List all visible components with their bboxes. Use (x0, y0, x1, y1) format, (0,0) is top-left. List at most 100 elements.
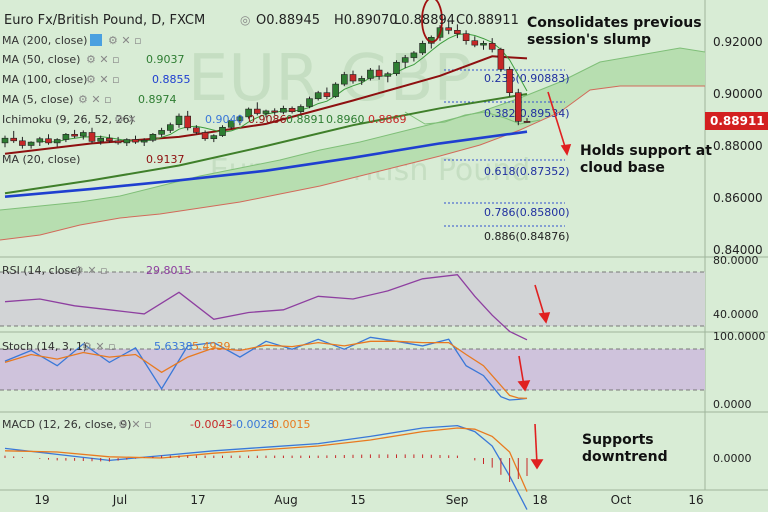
time-tick-label: Aug (274, 493, 297, 507)
candle-body (1, 137, 9, 144)
candle-body (175, 115, 183, 125)
candle-body (445, 27, 453, 31)
candle-body (271, 110, 279, 113)
time-tick-label: 18 (532, 493, 547, 507)
settings-toggle-icon[interactable] (90, 34, 102, 46)
fibonacci-levels: 0.236(0.90883) 0.382(0.89534) 0.618(0.87… (444, 69, 570, 243)
macd-signal-line (4, 427, 528, 492)
macd-hist-value: 0.0015 (272, 418, 311, 431)
ma-line-ma-100-close- (4, 93, 528, 195)
arrow-macd-icon (534, 423, 538, 465)
rsi-line (4, 274, 528, 341)
high-value: H0.89070 (334, 13, 398, 28)
legend-ma20-label: MA (20, close) (2, 153, 80, 166)
candle-body (419, 42, 426, 54)
candle-body (97, 137, 104, 142)
candle-body (454, 29, 461, 34)
legend-ma5-value: 0.8974 (138, 93, 177, 106)
time-tick-label: Jul (112, 493, 127, 507)
price-tick-label: 0.84000 (713, 243, 763, 257)
time-tick-label: 15 (350, 493, 365, 507)
candle-body (393, 61, 400, 75)
settings-icons[interactable]: ⚙ ✕ ▫ (86, 73, 120, 86)
close-value: C0.88911 (456, 13, 519, 28)
candle-body (219, 126, 226, 136)
candle-body (10, 137, 17, 142)
candle-body (236, 116, 244, 121)
candle-body (480, 42, 487, 46)
fib-label: 0.786(0.85800) (484, 206, 570, 219)
symbol-title: Euro Fx/British Pound, D, FXCM (4, 13, 205, 28)
candle-body (523, 121, 531, 123)
candle-body (306, 98, 313, 107)
fib-label: 0.236(0.90883) (484, 72, 570, 85)
current-price-tag (705, 112, 768, 130)
candle-body (149, 134, 157, 141)
settings-icons[interactable]: ⚙ ✕ ▫ (118, 418, 152, 431)
ichimoku-value-5: 0.8869 (368, 113, 407, 126)
annotation-supports-downtrend: Supports (582, 432, 654, 448)
candle-body (288, 108, 296, 112)
settings-icons[interactable]: ⚙ ✕ ▫ (82, 340, 116, 353)
eye-icon[interactable]: ◎ (240, 13, 250, 27)
candle-body (262, 110, 270, 114)
legend-ma50-value: 0.9037 (146, 53, 185, 66)
ichimoku-lagging-line (404, 111, 541, 125)
candle-body (332, 83, 339, 97)
rsi-tick: 80.0000 (713, 254, 759, 267)
stoch-d-value: 5.4939 (192, 340, 231, 353)
time-tick-label: 19 (34, 493, 49, 507)
candle-body (245, 108, 252, 118)
arrow-price-icon (547, 91, 567, 151)
time-tick-label: Sep (446, 493, 469, 507)
open-value: O0.88945 (256, 13, 320, 28)
settings-icons[interactable]: ⚙ ✕ ▫ (78, 93, 112, 106)
arrow-macd-head-icon (530, 459, 544, 470)
candle-body (167, 124, 174, 131)
candle-body (340, 74, 348, 85)
ichimoku-value-4: 0.8960 (326, 113, 365, 126)
stoch-d-line (4, 340, 528, 400)
ichimoku-span-a (0, 47, 706, 211)
candle-body (71, 134, 78, 137)
settings-icons[interactable]: ⚙ ✕ ▫ (86, 53, 120, 66)
candle-body (384, 73, 392, 77)
candle-body (184, 115, 191, 129)
stoch-label: Stoch (14, 3, 1) (2, 340, 87, 353)
low-value: L0.88894 (394, 13, 455, 28)
fib-label: 0.382(0.89534) (484, 107, 570, 120)
candle-body (358, 78, 366, 82)
settings-icons[interactable]: ⚙ ✕ ▫ (108, 34, 142, 47)
rsi-label: RSI (14, close) (2, 264, 81, 277)
candle-body (375, 69, 383, 77)
macd-signal-value: -0.0028 (232, 418, 274, 431)
candle-body (506, 69, 513, 94)
candle-body (367, 69, 374, 79)
annotation-arrows (517, 91, 572, 470)
candle-body (140, 139, 148, 143)
settings-icons[interactable]: ⚙ ✕ (114, 113, 137, 126)
price-tick-label: 0.92000 (713, 35, 763, 49)
candle-body (401, 57, 409, 63)
ichimoku-value-3: 0.8891 (286, 113, 325, 126)
rsi-tick: 40.0000 (713, 308, 759, 321)
candle-body (106, 137, 113, 142)
annotation-supports-downtrend-2: downtrend (582, 449, 668, 465)
fib-label: 0.618(0.87352) (484, 165, 570, 178)
candle-body (314, 92, 322, 99)
legend-ma5-label: MA (5, close) (2, 93, 73, 106)
candle-body (80, 132, 87, 137)
candle-body (45, 138, 52, 144)
time-tick-label: 16 (688, 493, 703, 507)
candle-body (297, 106, 305, 112)
stoch-k-value: 5.6338 (154, 340, 193, 353)
candle-body (462, 33, 470, 42)
arrow-stoch-head-icon (517, 380, 531, 392)
candle-body (53, 139, 61, 144)
price-tick-label: 0.86000 (713, 191, 763, 205)
candle-body (19, 140, 26, 146)
settings-icons[interactable]: ⚙ ✕ ▫ (74, 264, 108, 277)
fib-label: 0.886(0.84876) (484, 230, 570, 243)
candle-body (410, 52, 418, 58)
